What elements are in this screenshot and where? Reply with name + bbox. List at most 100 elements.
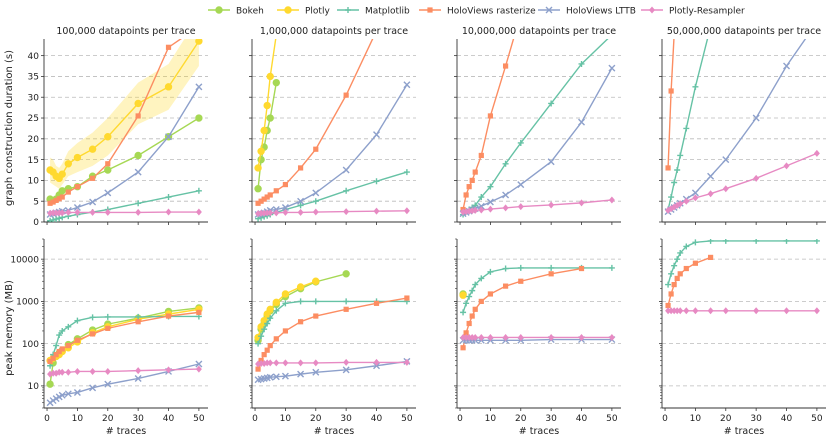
data-point bbox=[165, 366, 172, 374]
legend-item-bokeh: Bokeh bbox=[208, 6, 264, 17]
data-point bbox=[89, 198, 97, 206]
data-point bbox=[56, 368, 63, 376]
confidence-band bbox=[50, 39, 199, 189]
data-point bbox=[255, 200, 261, 206]
series-line bbox=[463, 338, 612, 342]
data-point bbox=[722, 156, 730, 164]
data-point bbox=[266, 114, 274, 122]
data-point bbox=[312, 277, 320, 285]
data-point bbox=[683, 197, 690, 205]
data-point bbox=[89, 367, 96, 375]
data-point bbox=[312, 208, 319, 216]
legend-marker-plotly-resampler bbox=[649, 6, 655, 14]
panel-r0c0: 0 5 10 15 20 25 30 35 40 100,000 datapoints per t… bbox=[28, 26, 208, 228]
x-tick-label: 50 bbox=[811, 414, 823, 424]
data-point bbox=[342, 166, 350, 174]
data-point bbox=[257, 147, 265, 155]
y-tick-label: 1000 bbox=[16, 298, 39, 308]
series-plotly-resampler bbox=[460, 333, 615, 341]
data-point bbox=[343, 187, 350, 194]
data-point bbox=[403, 207, 410, 215]
data-point bbox=[466, 293, 473, 300]
series-layer bbox=[46, 304, 203, 407]
series-line bbox=[257, 361, 407, 365]
data-point bbox=[813, 307, 820, 315]
data-point bbox=[677, 249, 684, 256]
data-point bbox=[466, 184, 472, 190]
data-point bbox=[478, 206, 485, 214]
data-point bbox=[135, 367, 142, 375]
data-point bbox=[373, 131, 381, 139]
panel-r1c0: 10 100 1000 10000 0 10 20 30 40 50 # traces bbox=[10, 238, 208, 437]
data-point bbox=[671, 307, 678, 315]
data-point bbox=[267, 359, 274, 367]
data-point bbox=[47, 200, 53, 206]
data-point bbox=[683, 243, 690, 250]
data-point bbox=[134, 374, 142, 382]
y-tick-label: 10 bbox=[28, 177, 40, 187]
data-point bbox=[74, 337, 81, 343]
data-point bbox=[707, 239, 714, 244]
data-point bbox=[261, 352, 267, 358]
data-point bbox=[668, 291, 674, 297]
data-point bbox=[134, 168, 142, 176]
legend-label: Matplotlib bbox=[365, 7, 410, 17]
data-point bbox=[312, 198, 319, 205]
data-point bbox=[104, 189, 112, 197]
data-point bbox=[164, 83, 173, 91]
data-point bbox=[343, 306, 349, 312]
data-point bbox=[478, 333, 485, 341]
y-tick-label: 20 bbox=[28, 135, 40, 145]
data-point bbox=[104, 367, 111, 375]
data-point bbox=[264, 347, 270, 353]
data-point bbox=[665, 281, 672, 288]
x-tick-label: 20 bbox=[102, 414, 114, 424]
x-tick-label: 10 bbox=[485, 414, 497, 424]
data-point bbox=[665, 307, 672, 315]
data-point bbox=[548, 333, 555, 341]
y-tick-label: 100 bbox=[22, 340, 39, 350]
data-point bbox=[47, 217, 54, 222]
data-point bbox=[104, 208, 111, 216]
data-point bbox=[707, 190, 714, 198]
data-point bbox=[460, 333, 467, 341]
data-point bbox=[502, 265, 509, 272]
data-point bbox=[517, 264, 524, 271]
data-point bbox=[59, 368, 66, 376]
data-point bbox=[195, 39, 203, 45]
series-layer bbox=[46, 39, 203, 222]
data-point bbox=[134, 99, 142, 108]
data-point bbox=[404, 295, 410, 301]
series-holoviews-rasterize bbox=[665, 39, 675, 171]
data-point bbox=[135, 113, 141, 119]
data-point bbox=[814, 19, 820, 25]
data-point bbox=[477, 202, 485, 210]
data-point bbox=[469, 177, 475, 184]
data-point bbox=[517, 139, 524, 146]
series-line bbox=[462, 267, 612, 313]
data-point bbox=[297, 165, 304, 171]
data-point bbox=[58, 170, 66, 178]
data-point bbox=[373, 207, 380, 215]
data-point bbox=[608, 264, 615, 271]
data-point bbox=[73, 153, 82, 162]
panel-title: 10,000,000 datapoints per trace bbox=[462, 26, 616, 37]
data-point bbox=[692, 239, 699, 246]
data-point bbox=[105, 325, 111, 331]
x-tick-label: 30 bbox=[750, 414, 762, 424]
data-point bbox=[254, 185, 262, 193]
data-point bbox=[135, 208, 142, 216]
data-point bbox=[668, 270, 675, 277]
data-point bbox=[692, 83, 699, 90]
data-point bbox=[50, 369, 57, 377]
legend-marker-holoviews-lttb bbox=[545, 6, 553, 14]
data-point bbox=[266, 305, 274, 314]
legend-marker-bokeh bbox=[215, 6, 223, 14]
data-point bbox=[608, 64, 616, 72]
data-point bbox=[472, 281, 479, 288]
y-tick-label: 0 bbox=[33, 218, 39, 228]
series-line bbox=[667, 240, 817, 285]
data-point bbox=[59, 194, 65, 200]
data-point bbox=[313, 146, 319, 152]
data-point bbox=[58, 187, 66, 195]
